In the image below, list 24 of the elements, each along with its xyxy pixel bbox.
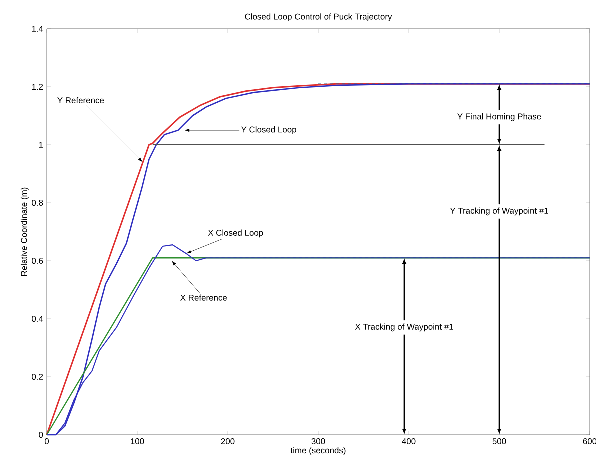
x-tick-label: 500 <box>492 438 506 445</box>
annotation: Y Tracking of Waypoint #1 <box>450 208 548 216</box>
y-tick-label: 1.2 <box>32 84 44 90</box>
y-tick-label: 0.8 <box>32 200 44 206</box>
annotation: X Tracking of Waypoint #1 <box>355 324 454 332</box>
y-axis-title: Relative Coordinate (m) <box>20 188 29 276</box>
x-tick-label: 400 <box>402 438 416 445</box>
y-tick-label: 1.4 <box>32 26 44 32</box>
y-tick-label: 1 <box>39 142 44 148</box>
chart-title: Closed Loop Control of Puck Trajectory <box>245 14 392 22</box>
annotation: X Closed Loop <box>208 230 264 238</box>
x-tick-label: 200 <box>221 438 235 445</box>
y-tick-label: 0.4 <box>32 316 44 322</box>
annotation: Y Final Homing Phase <box>458 113 542 122</box>
x-tick-label: 0 <box>44 438 50 445</box>
annotation: Y Closed Loop <box>241 126 296 134</box>
y-tick-label: 0.2 <box>32 374 44 380</box>
y-tick-label: 0.6 <box>32 258 44 264</box>
y-tick-label: 0 <box>39 432 44 438</box>
x-axis-title: time (seconds) <box>290 447 346 456</box>
annotation: X Reference <box>180 294 228 301</box>
x-tick-label: 100 <box>131 438 144 445</box>
annotation: Y Reference <box>58 97 104 104</box>
x-tick-label: 300 <box>312 438 326 445</box>
